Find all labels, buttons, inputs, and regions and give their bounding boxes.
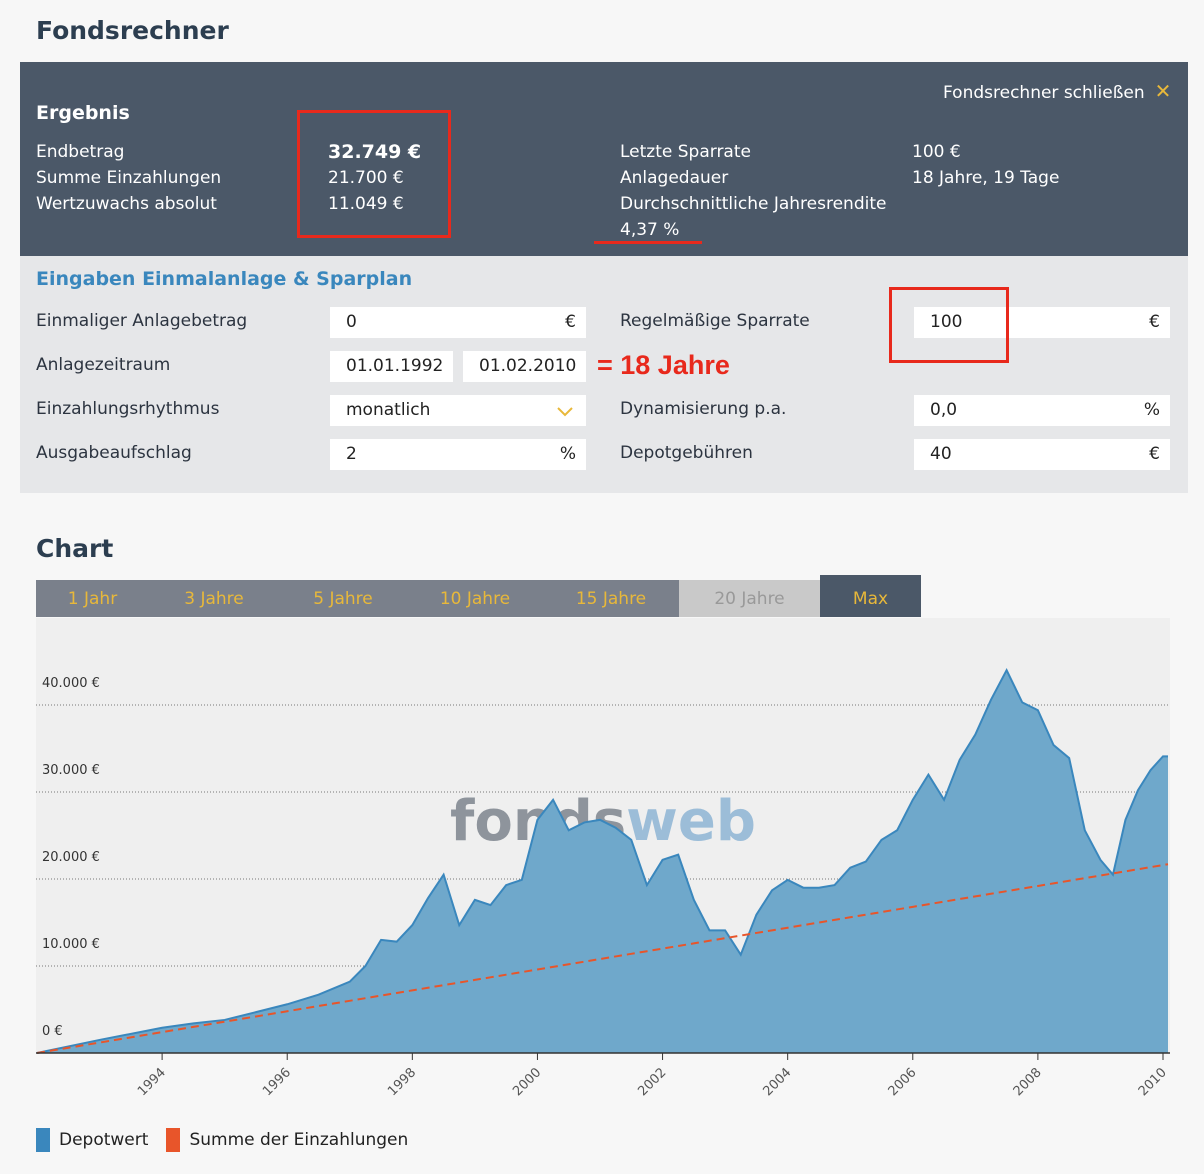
result-value: 32.749 € (328, 141, 422, 163)
input-field[interactable]: 0 € (330, 307, 586, 338)
input-unit: % (1143, 400, 1160, 420)
x-tick-label: 2008 (1011, 1065, 1045, 1099)
input-value: 0 (346, 312, 357, 332)
result-label: Durchschnittliche Jahresrendite (620, 194, 887, 214)
highlight-underline (594, 241, 702, 244)
highlight-box (889, 287, 1009, 363)
input-label: Regelmäßige Sparrate (620, 311, 810, 331)
chart: 0 €10.000 €20.000 €30.000 €40.000 €fonds… (36, 618, 1170, 1099)
input-label: Ausgabeaufschlag (36, 443, 192, 463)
x-tick-label: 1996 (260, 1065, 294, 1099)
date-field[interactable]: 01.02.2010 (463, 351, 586, 382)
legend-label: Summe der Einzahlungen (189, 1130, 409, 1150)
input-unit: % (559, 444, 576, 464)
input-unit: € (1149, 312, 1160, 332)
dashed-line (36, 863, 1169, 1054)
watermark-light: web (626, 789, 756, 854)
input-heading: Eingaben Einmalanlage & Sparplan (36, 268, 413, 290)
close-button[interactable]: Fondsrechner schließen ✕ (943, 79, 1172, 103)
legend-swatch (36, 1128, 50, 1152)
input-label: Depotgebühren (620, 443, 753, 463)
input-value: 01.01.1992 (346, 356, 444, 376)
y-tick-label: 20.000 € (42, 850, 100, 865)
input-value: 01.02.2010 (479, 356, 577, 376)
input-label: Einmaliger Anlagebetrag (36, 311, 248, 331)
legend-label: Depotwert (59, 1130, 149, 1150)
x-tick-label: 2002 (635, 1065, 669, 1099)
result-label: Letzte Sparrate (620, 142, 751, 162)
result-label: Endbetrag (36, 142, 125, 162)
tab-bar (36, 580, 679, 617)
result-label: Summe Einzahlungen (36, 168, 222, 188)
page-title: Fondsrechner (36, 16, 229, 45)
input-field[interactable]: 0,0% (914, 395, 1170, 426)
x-tick-label: 2000 (510, 1065, 544, 1099)
x-tick-label: 2006 (886, 1065, 920, 1099)
chart-heading: Chart (36, 534, 114, 563)
tab[interactable]: 15 Jahre (575, 589, 647, 609)
input-value: 0,0 (930, 400, 958, 420)
input-value: 40 (930, 444, 952, 464)
result-value: 18 Jahre, 19 Tage (912, 168, 1060, 188)
highlight-box (297, 110, 451, 238)
legend-item[interactable]: Summe der Einzahlungen (166, 1128, 409, 1152)
result-value: 11.049 € (328, 194, 404, 214)
select-field[interactable]: monatlich (330, 395, 586, 426)
dropdown-arrow (557, 407, 573, 417)
input-value: 100 (930, 312, 963, 332)
result-label: Wertzuwachs absolut (36, 194, 217, 214)
input-label: Einzahlungsrhythmus (36, 399, 220, 419)
y-tick-label: 30.000 € (42, 763, 100, 778)
input-label: Anlagezeitraum (36, 355, 171, 375)
input-field[interactable]: 40 € (914, 439, 1170, 470)
area (37, 670, 1168, 1053)
tab[interactable]: 20 Jahre (679, 580, 820, 617)
y-tick-label: 40.000 € (42, 676, 100, 691)
input-label: Dynamisierung p.a. (620, 399, 787, 419)
close-label[interactable]: Fondsrechner schließen (943, 83, 1145, 103)
tab[interactable]: 1 Jahr (67, 589, 118, 609)
legend-item[interactable]: Depotwert (36, 1128, 149, 1152)
legend: Depotwert Summe der Einzahlungen (36, 1128, 426, 1152)
tab-active[interactable]: Max (820, 575, 921, 617)
result-panel (20, 62, 1188, 256)
input-unit: € (565, 312, 576, 332)
date-field[interactable]: 01.01.1992 (330, 351, 453, 382)
result-value: 4,37 % (620, 220, 680, 240)
x-tick-label: 1998 (385, 1065, 419, 1099)
input-field[interactable]: 2% (330, 439, 586, 470)
y-tick-label: 0 € (42, 1024, 63, 1039)
annotation: = 18 Jahre (597, 350, 730, 380)
tab[interactable]: 10 Jahre (439, 589, 511, 609)
input-value: 2 (346, 444, 357, 464)
x-tick-label: 2004 (760, 1065, 794, 1099)
input-value: monatlich (346, 400, 431, 420)
result-value: 21.700 € (328, 168, 404, 188)
result-label: Anlagedauer (620, 168, 729, 188)
legend-swatch (166, 1128, 181, 1152)
input-field[interactable]: 100 € (914, 307, 1170, 338)
result-value: 100 € (912, 142, 961, 162)
x-tick-label: 2010 (1136, 1065, 1170, 1099)
line (36, 667, 1168, 1054)
tab[interactable]: 3 Jahre (184, 589, 244, 609)
y-tick-label: 10.000 € (42, 937, 100, 952)
x-tick-label: 1994 (135, 1065, 169, 1099)
tab[interactable]: 5 Jahre (313, 589, 373, 609)
input-unit: € (1149, 444, 1160, 464)
result-heading: Ergebnis (36, 102, 130, 124)
